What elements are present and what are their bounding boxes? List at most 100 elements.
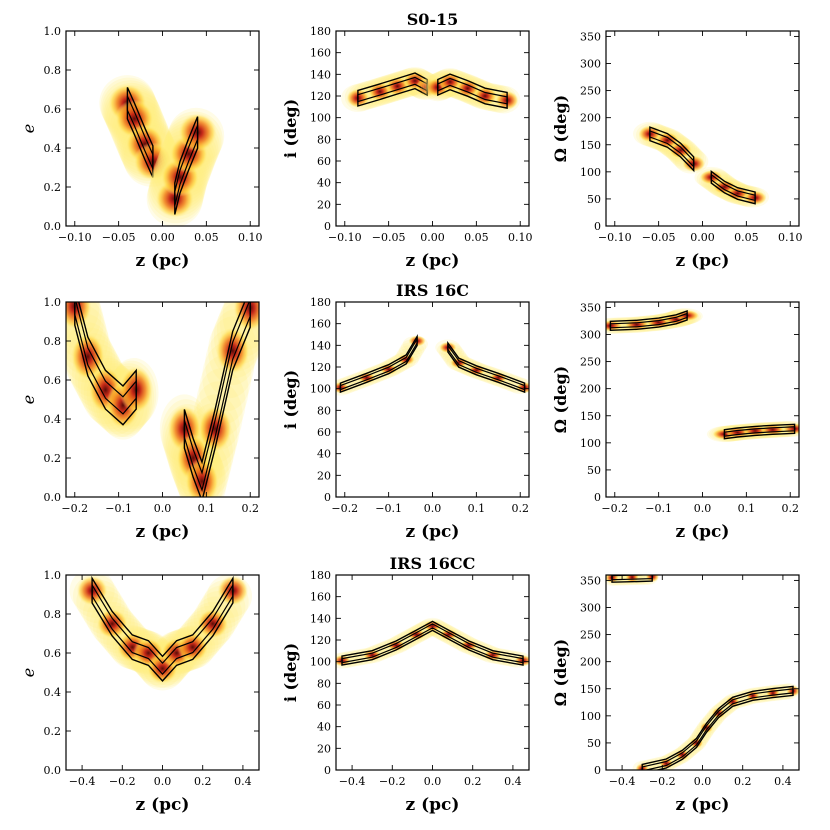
y-tick-label: 0.2 xyxy=(44,725,62,738)
y-tick-label: 160 xyxy=(310,591,331,604)
contour-outer xyxy=(339,333,418,394)
contour-outer xyxy=(641,685,794,770)
x-tick-label: −0.05 xyxy=(372,231,406,244)
y-tick-label: 140 xyxy=(310,68,331,81)
y-tick-label: 150 xyxy=(580,683,601,696)
x-axis-label: z (pc) xyxy=(136,251,190,271)
y-tick-label: 0.6 xyxy=(44,647,62,660)
x-tick-label: −0.1 xyxy=(645,502,672,515)
y-tick-label: 250 xyxy=(580,85,601,98)
y-tick-label: 0.8 xyxy=(44,608,62,621)
density-point xyxy=(177,632,209,663)
y-tick-label: 140 xyxy=(310,612,331,625)
x-tick-label: 0.10 xyxy=(778,231,803,244)
y-tick-label: 100 xyxy=(310,112,331,125)
density-layer xyxy=(633,121,770,208)
y-axis-label: Ω (deg) xyxy=(551,366,570,434)
y-tick-label: 300 xyxy=(580,329,601,342)
x-axis-label: z (pc) xyxy=(406,795,460,815)
contour-inner xyxy=(710,173,756,202)
axes-frame xyxy=(335,301,530,498)
y-tick-label: 150 xyxy=(580,139,601,152)
x-tick-label: 0.0 xyxy=(424,502,442,515)
contour-inner xyxy=(609,312,688,329)
contour-outer xyxy=(126,87,154,178)
panel-title: IRS 16CC xyxy=(390,554,476,573)
y-tick-label: 0.8 xyxy=(44,335,62,348)
contour-outer xyxy=(609,310,688,332)
y-tick-label: 120 xyxy=(310,90,331,103)
x-tick-label: 0.4 xyxy=(774,775,792,788)
density-layer xyxy=(341,66,521,114)
x-axis-label: z (pc) xyxy=(406,251,460,271)
y-tick-label: 0 xyxy=(594,764,601,777)
y-tick-label: 80 xyxy=(317,404,331,417)
density-layer xyxy=(99,75,225,226)
x-tick-label: −0.4 xyxy=(609,775,636,788)
x-tick-label: 0.10 xyxy=(238,231,263,244)
y-axis-label: Ω (deg) xyxy=(551,95,570,163)
y-tick-label: 140 xyxy=(310,339,331,352)
x-tick-label: 0.0 xyxy=(154,502,172,515)
contour-inner xyxy=(447,343,526,391)
contour-inner xyxy=(649,130,695,169)
y-tick-label: 120 xyxy=(310,634,331,647)
x-tick-label: 0.2 xyxy=(781,502,799,515)
y-tick-label: 40 xyxy=(317,721,331,734)
y-tick-label: 1.0 xyxy=(44,25,62,38)
contour-outer xyxy=(341,620,524,666)
y-axis-label: e xyxy=(19,395,38,404)
y-tick-label: 250 xyxy=(580,629,601,642)
x-tick-label: −0.2 xyxy=(601,502,628,515)
y-tick-label: 0.6 xyxy=(44,374,62,387)
y-tick-label: 0 xyxy=(324,491,331,504)
panel-r2c2: −0.4 −0.2 0.0 0.2 0.4 0 50 100 150 200 250 300 350 z … xyxy=(551,574,800,815)
x-axis-label: z (pc) xyxy=(136,522,190,542)
y-tick-label: 150 xyxy=(580,410,601,423)
y-tick-label: 80 xyxy=(317,133,331,146)
panel-r2c0: −0.4 −0.2 0.0 0.2 0.4 0.0 0.2 0.4 0.6 0.8 1.0 z (pc… xyxy=(19,569,260,815)
y-axis-label: Ω (deg) xyxy=(551,639,570,707)
x-tick-label: 0.4 xyxy=(504,775,522,788)
panel-title: IRS 16C xyxy=(396,281,469,300)
y-tick-label: 0.2 xyxy=(44,452,62,465)
y-tick-label: 50 xyxy=(587,737,601,750)
axes-frame xyxy=(335,30,530,227)
x-tick-label: 0.0 xyxy=(424,775,442,788)
y-tick-label: 100 xyxy=(310,656,331,669)
x-tick-label: −0.4 xyxy=(339,775,366,788)
panel-r0c1: −0.10 −0.05 0.00 0.05 0.10 0 20 40 60 80 100 120 140… xyxy=(281,10,532,271)
contour-inner xyxy=(183,302,251,493)
x-tick-label: 0.0 xyxy=(694,502,712,515)
y-axis-label: i (deg) xyxy=(281,370,300,429)
x-axis-label: z (pc) xyxy=(676,795,730,815)
y-tick-label: 350 xyxy=(580,574,601,587)
x-tick-label: −0.10 xyxy=(598,231,632,244)
y-tick-label: 100 xyxy=(580,166,601,179)
x-tick-label: −0.4 xyxy=(69,775,96,788)
contour-outer xyxy=(447,340,526,394)
density-layer xyxy=(336,333,529,396)
x-tick-label: 0.05 xyxy=(464,231,489,244)
panel-r1c0: −0.2 −0.1 0.0 0.1 0.2 0.0 0.2 0.4 0.6 0.8 1.0 z (pc… xyxy=(19,296,260,542)
y-tick-label: 350 xyxy=(580,30,601,43)
x-tick-label: −0.10 xyxy=(328,231,362,244)
y-tick-label: 0 xyxy=(594,220,601,233)
contour-inner xyxy=(723,426,796,437)
y-tick-label: 50 xyxy=(587,464,601,477)
contour-inner xyxy=(339,336,418,391)
x-tick-label: 0.10 xyxy=(508,231,533,244)
contour-outer xyxy=(437,73,508,109)
density-layer xyxy=(336,617,529,669)
y-tick-label: 350 xyxy=(580,301,601,314)
panel-r1c2: −0.2 −0.1 0.0 0.1 0.2 0 50 100 150 200 250 300 350 z … xyxy=(551,301,800,542)
panel-r0c2: −0.10 −0.05 0.00 0.05 0.10 0 50 100 150 200 250 300… xyxy=(551,30,802,271)
y-axis-label: i (deg) xyxy=(281,643,300,702)
y-tick-label: 60 xyxy=(317,426,331,439)
contour-outer xyxy=(611,575,653,583)
contour-inner xyxy=(91,582,234,675)
y-tick-label: 0.8 xyxy=(44,64,62,77)
y-tick-label: 0.4 xyxy=(44,142,62,155)
y-tick-label: 100 xyxy=(310,383,331,396)
y-tick-label: 40 xyxy=(317,177,331,190)
